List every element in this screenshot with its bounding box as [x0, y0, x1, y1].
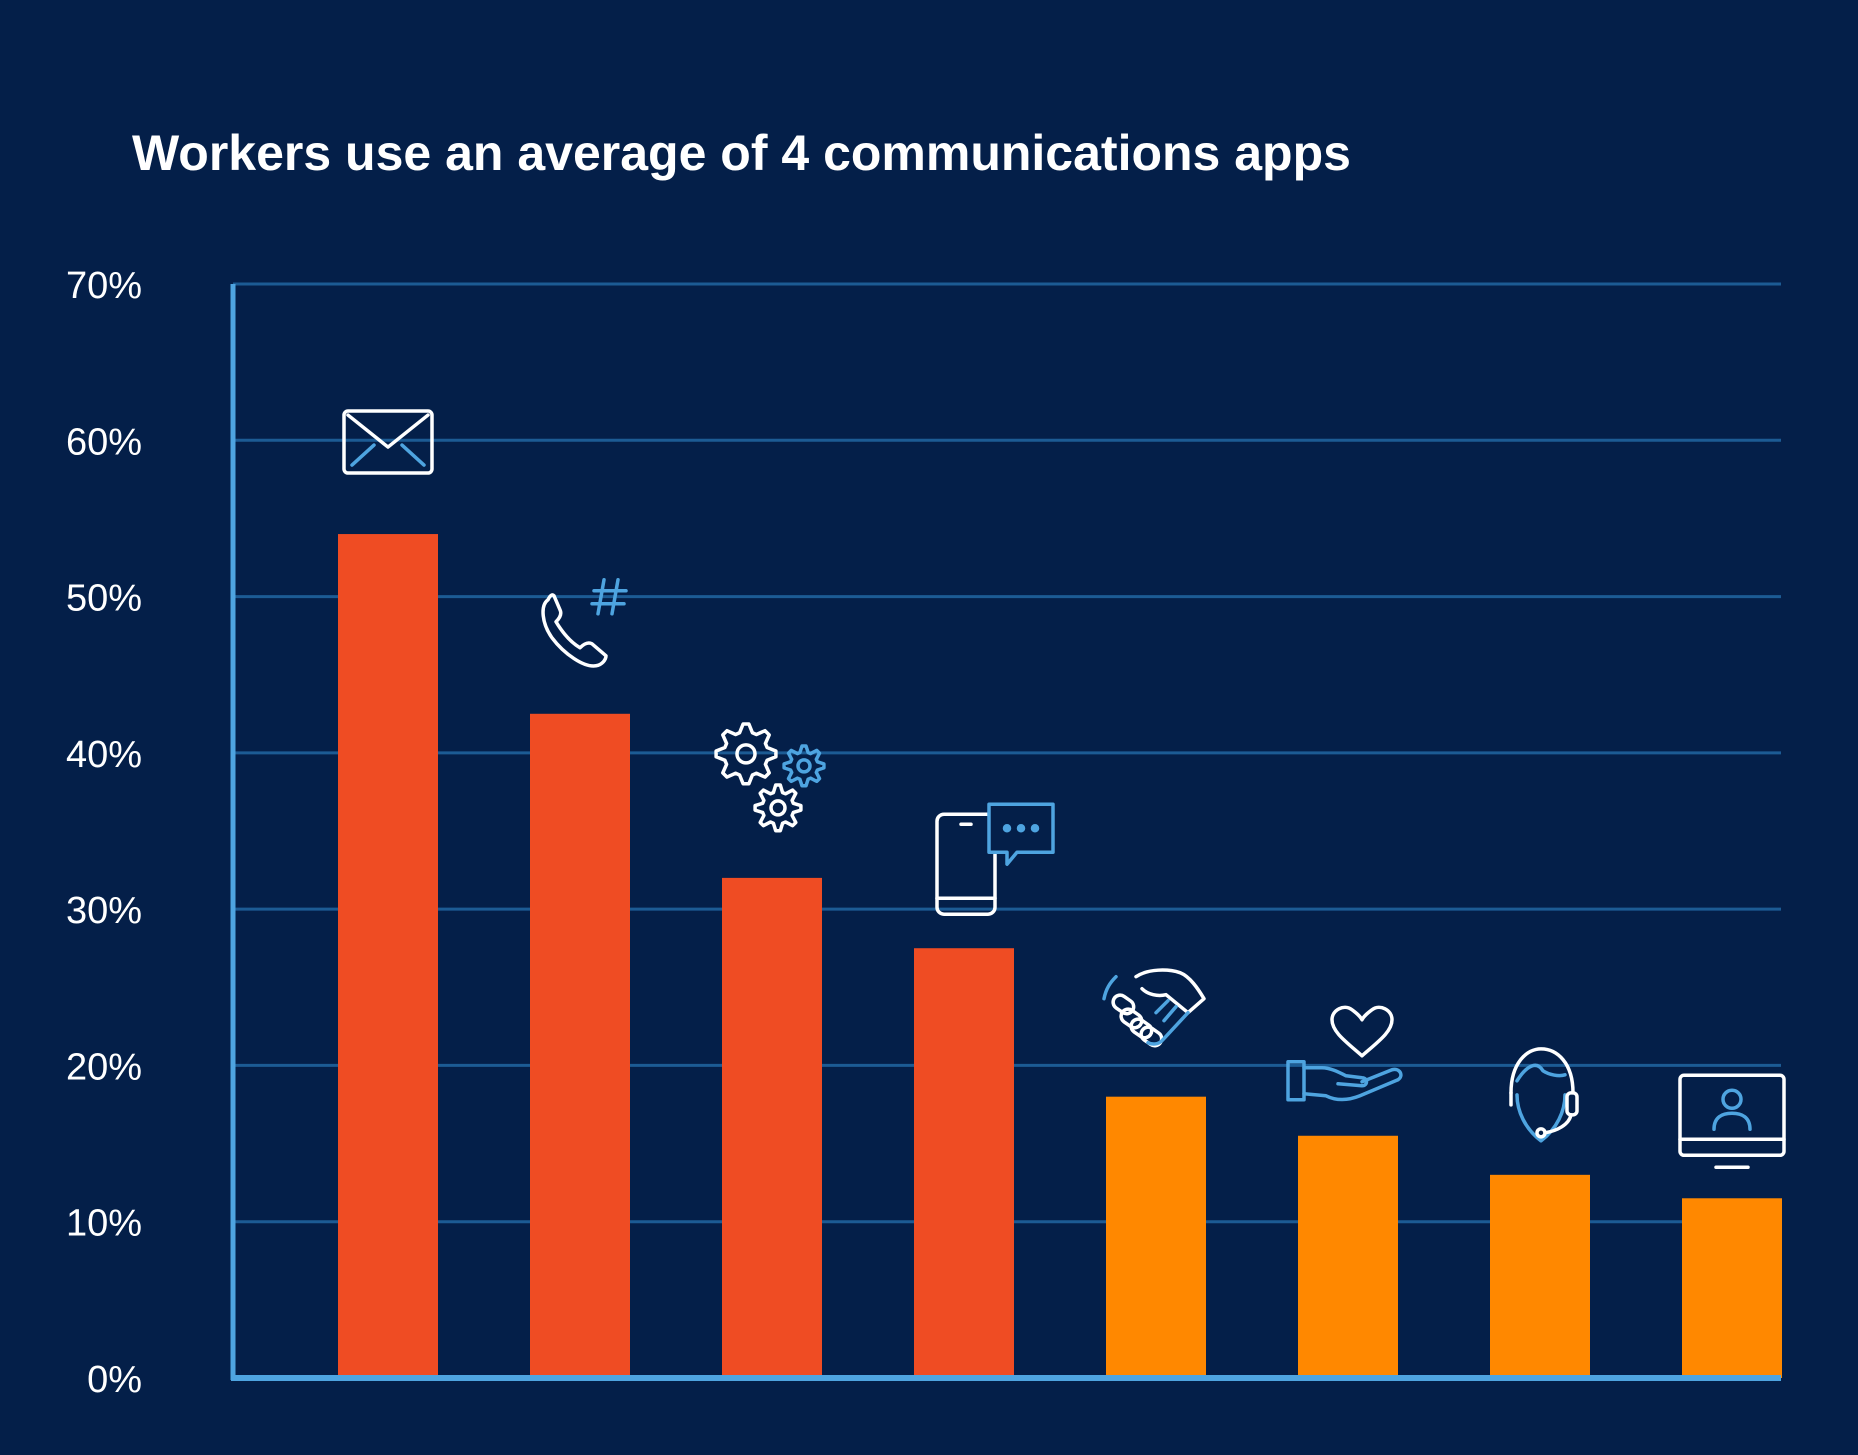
bar — [530, 713, 630, 1378]
bar — [914, 948, 1014, 1378]
gridlines — [233, 282, 1781, 1224]
y-tick-label: 10% — [66, 1203, 142, 1245]
chart-title: Workers use an average of 4 communicatio… — [132, 125, 1351, 181]
y-tick-label: 30% — [66, 890, 142, 932]
handshake-icon — [1102, 968, 1206, 1048]
y-tick-label: 20% — [66, 1046, 142, 1088]
bar — [1682, 1198, 1782, 1378]
hand-heart-icon — [1286, 1005, 1403, 1102]
bar-icons — [342, 409, 1786, 1170]
monitor-user-icon — [1678, 1073, 1786, 1170]
y-tick-label: 60% — [66, 421, 142, 463]
axes — [230, 284, 1781, 1381]
bars — [338, 534, 1782, 1378]
y-axis-ticks: 0% 10% 20% 30% 40% 50% 60% 70% — [66, 265, 142, 1401]
y-tick-label: 50% — [66, 578, 142, 620]
bar — [338, 534, 438, 1378]
bar — [1106, 1096, 1206, 1378]
gears-icon — [714, 722, 826, 833]
mobile-chat-icon — [935, 802, 1055, 916]
phone-hashtag-icon — [541, 578, 628, 668]
headset-agent-icon — [1509, 1047, 1579, 1143]
bar — [1298, 1135, 1398, 1378]
y-tick-label: 40% — [66, 734, 142, 776]
bar — [722, 877, 822, 1378]
bar — [1490, 1174, 1590, 1378]
envelope-icon — [342, 409, 434, 475]
y-tick-label: 70% — [66, 265, 142, 307]
y-tick-label: 0% — [87, 1359, 142, 1401]
